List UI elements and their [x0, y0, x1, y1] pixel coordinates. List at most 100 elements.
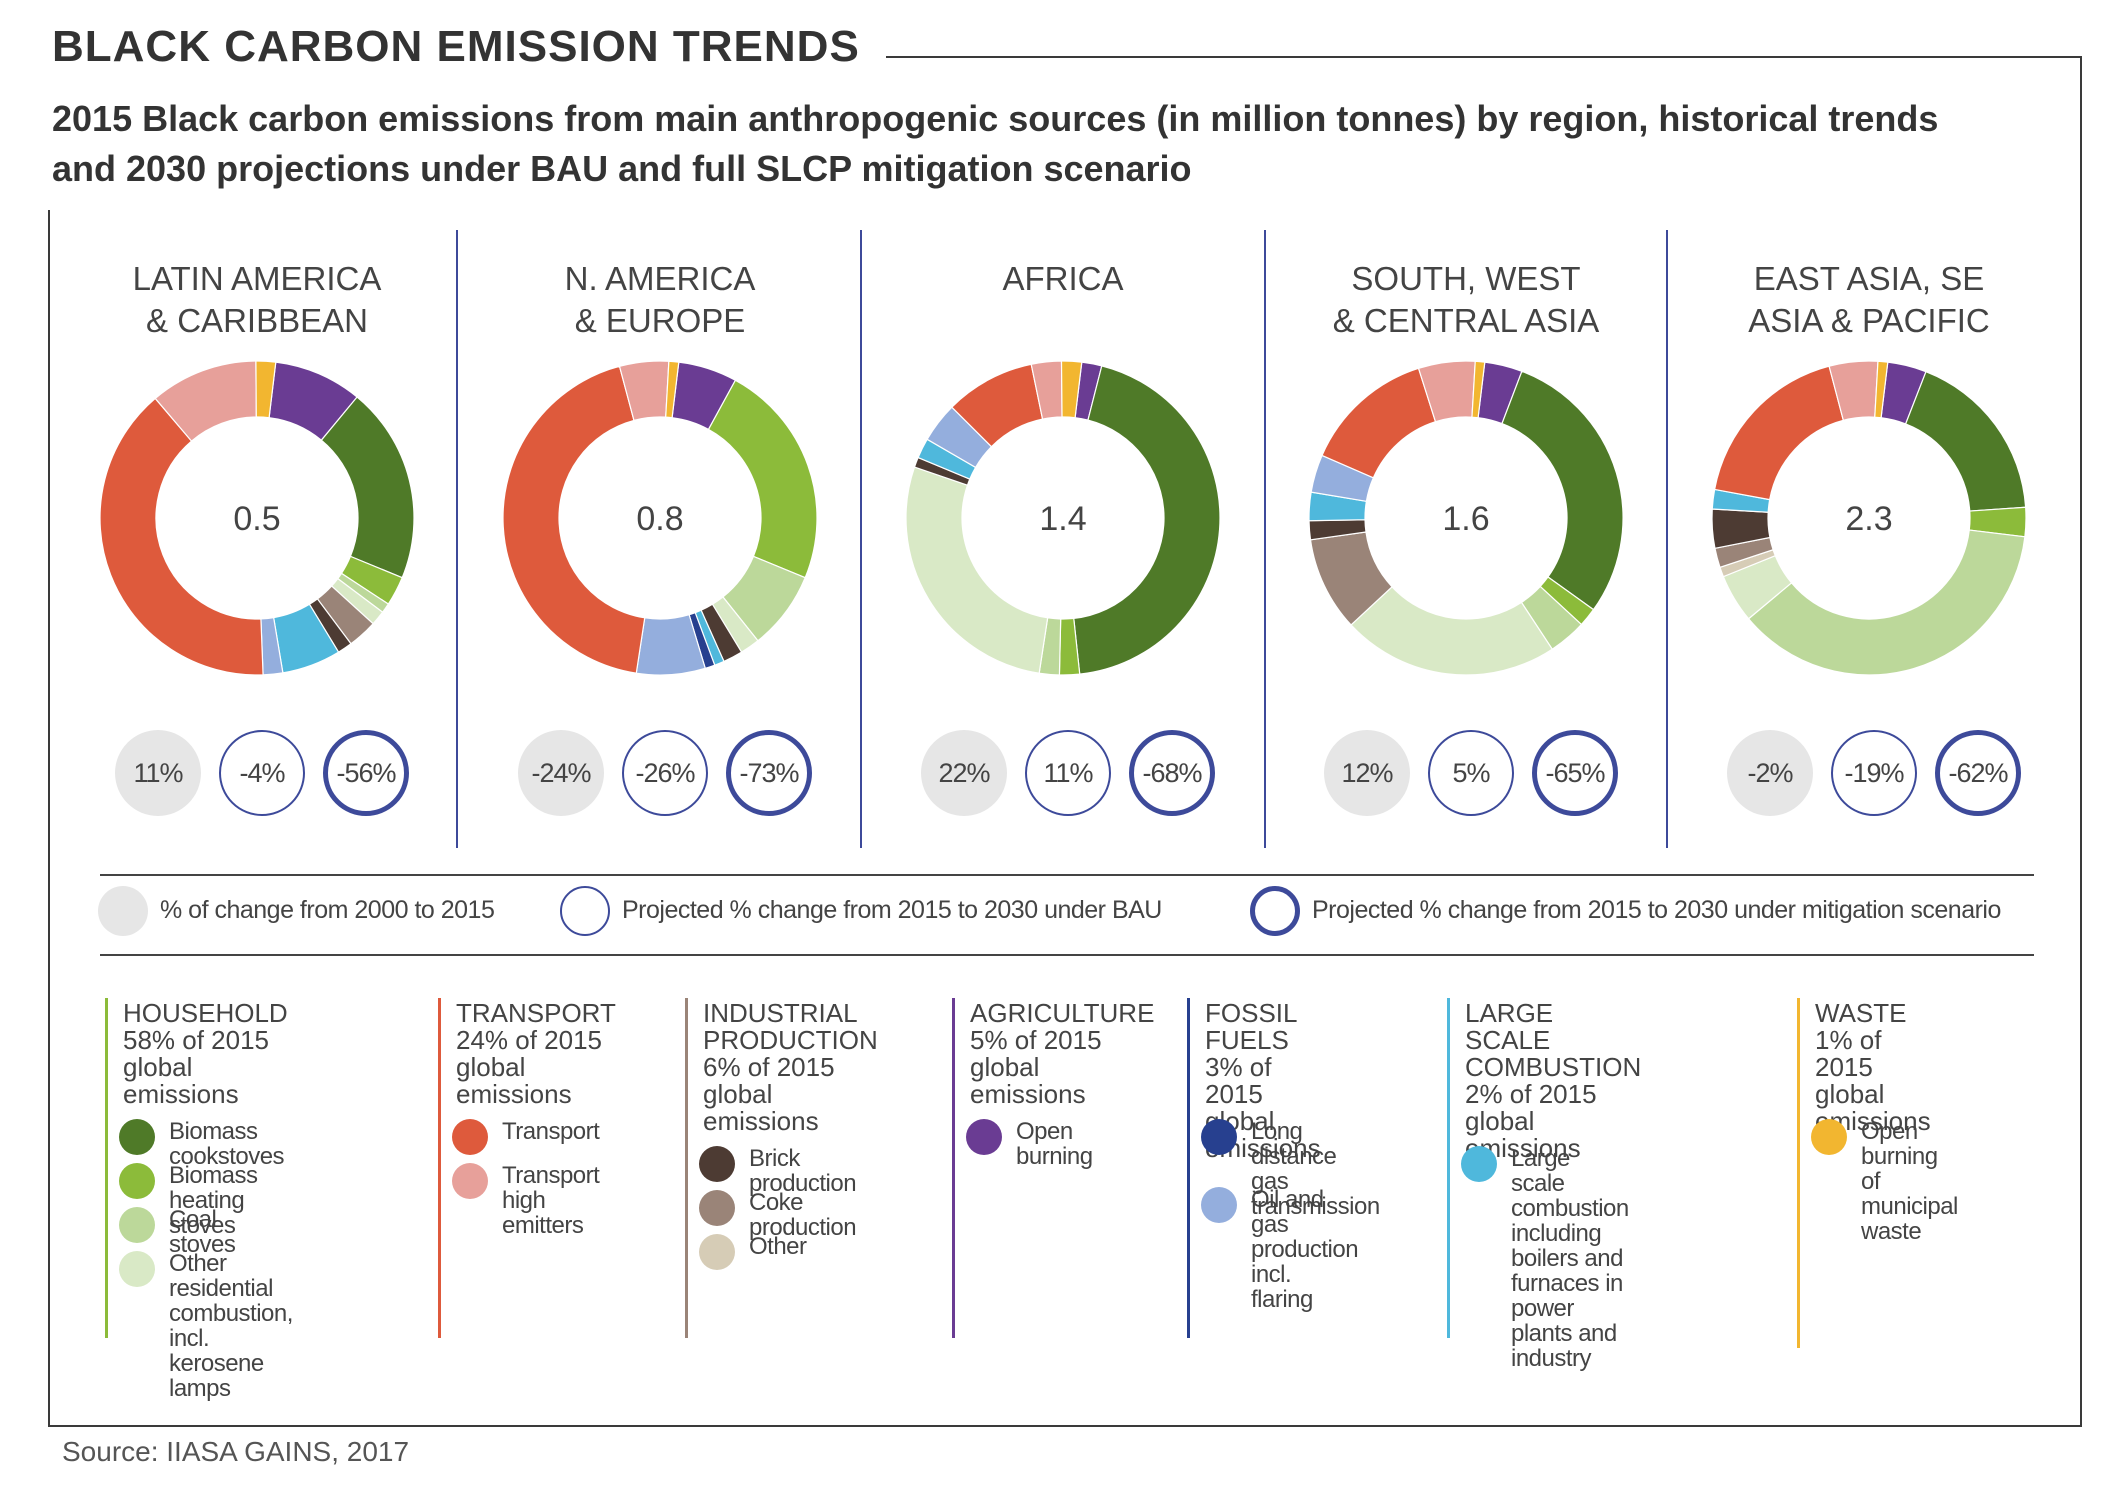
donut-chart: 0.8 — [502, 360, 818, 676]
region-name: LATIN AMERICA & CARIBBEAN — [132, 260, 382, 339]
change-2000-2015-badge: 12% — [1324, 730, 1410, 816]
donut-segment-waste — [665, 360, 680, 419]
donut-segment-waste — [1471, 360, 1486, 419]
legend-item-label: Biomass heating stoves — [169, 1162, 258, 1239]
title-rule — [886, 56, 2082, 58]
legend-item-label: Brick production — [749, 1145, 857, 1197]
legend-category-heading: INDUSTRIAL PRODUCTION 6% of 2015 global … — [703, 998, 878, 1136]
legend-category-bar — [685, 998, 688, 1338]
region-africa: AFRICA 1.4 22% 11% -68% — [861, 230, 1265, 850]
donut-segment-biomass-cookstoves — [320, 396, 415, 579]
legend-swatch — [119, 1119, 155, 1155]
legend-category-heading: FOSSIL FUELS 3% of 2015 global emissions — [1205, 998, 1321, 1163]
legend-item-label: Long distance gas transmission — [1251, 1118, 1380, 1220]
region-n-america-europe: N. AMERICA & EUROPE 0.8 -24% -26% -73% — [458, 230, 862, 850]
source-note: Source: IIASA GAINS, 2017 — [62, 1436, 410, 1467]
mitigation-2030-badge: -56% — [323, 730, 409, 816]
legend-category-heading: TRANSPORT 24% of 2015 global emissions — [456, 998, 616, 1109]
mitigation-2030-badge: -65% — [1532, 730, 1618, 816]
donut-chart: 1.6 — [1308, 360, 1624, 676]
donut-segment-transport — [99, 397, 264, 676]
change-2000-2015-badge: 22% — [921, 730, 1007, 816]
donut-segment-waste — [1060, 360, 1083, 419]
region-separator — [1264, 230, 1266, 848]
legend-item-label: Transport — [502, 1118, 600, 1145]
legend-swatch — [452, 1119, 488, 1155]
bau-2030-badge: -19% — [1831, 730, 1917, 816]
bau-2030-badge: 5% — [1428, 730, 1514, 816]
donut-segment-transport — [1713, 365, 1845, 501]
region-separator — [860, 230, 862, 848]
donut-segment-transport — [1321, 367, 1437, 479]
bau-2030-badge: 11% — [1025, 730, 1111, 816]
donut-segment-transport — [502, 365, 646, 674]
region-name: AFRICA — [1002, 260, 1124, 297]
bau-2030-badge: -4% — [219, 730, 305, 816]
donut-total-label: 1.4 — [1039, 500, 1086, 538]
donut-chart: 1.4 — [905, 360, 1221, 676]
change-key-label: Projected % change from 2015 to 2030 und… — [622, 896, 1162, 924]
legend-item-label: Open burning of municipal waste — [1861, 1118, 1958, 1245]
legend-item-label: Other — [749, 1233, 807, 1260]
legend-item-label: Coke production — [749, 1189, 857, 1241]
legend-category-heading: LARGE SCALE COMBUSTION 2% of 2015 global… — [1465, 998, 1642, 1163]
donut-segment-waste — [255, 360, 277, 419]
legend-swatch — [1811, 1119, 1847, 1155]
donut-segment-other-residential — [905, 466, 1049, 674]
donut-total-label: 1.6 — [1442, 500, 1489, 538]
legend-category-bar — [1187, 998, 1190, 1338]
bau-2030-badge: -26% — [622, 730, 708, 816]
legend-item-label: Coal stoves — [169, 1206, 236, 1258]
frame-right-border — [2080, 56, 2082, 1426]
change-key-label: % of change from 2000 to 2015 — [160, 896, 495, 924]
region-name: EAST ASIA, SE ASIA & PACIFIC — [1748, 260, 1990, 339]
legend-category-bar — [952, 998, 955, 1338]
region-name: SOUTH, WEST & CENTRAL ASIA — [1332, 260, 1600, 339]
legend-top-rule — [100, 874, 2034, 876]
change-key-swatch — [560, 886, 610, 936]
legend-item-label: Other residential combustion, incl. kero… — [169, 1250, 293, 1402]
legend-category-heading: HOUSEHOLD 58% of 2015 global emissions — [123, 998, 288, 1109]
legend-item-label: Transport high emitters — [502, 1162, 600, 1239]
change-2000-2015-badge: -2% — [1727, 730, 1813, 816]
change-2000-2015-badge: -24% — [518, 730, 604, 816]
donut-segment-biomass-heating-stoves — [707, 379, 818, 579]
donut-total-label: 0.5 — [233, 500, 280, 538]
legend-category-bar — [1447, 998, 1450, 1338]
legend-swatch — [966, 1119, 1002, 1155]
legend-swatch — [699, 1234, 735, 1270]
change-2000-2015-badge: 11% — [115, 730, 201, 816]
donut-total-label: 2.3 — [1845, 500, 1892, 538]
chart-subtitle: 2015 Black carbon emissions from main an… — [52, 98, 1939, 189]
legend-category-heading: WASTE 1% of 2015 global emissions — [1815, 998, 1931, 1136]
legend-swatch — [119, 1163, 155, 1199]
region-latin-america-caribbean: LATIN AMERICA & CARIBBEAN 0.5 11% -4% -56% — [55, 230, 459, 850]
donut-chart: 2.3 — [1711, 360, 2027, 676]
region-south-west-central-asia: SOUTH, WEST & CENTRAL ASIA 1.6 12% 5% -65% — [1264, 230, 1668, 850]
donut-segment-biomass-cookstoves — [1904, 370, 2027, 512]
change-key-label: Projected % change from 2015 to 2030 und… — [1312, 896, 2001, 924]
legend-swatch — [1201, 1119, 1237, 1155]
region-east-asia-se-asia-pacific: EAST ASIA, SE ASIA & PACIFIC 2.3 -2% -19% -6… — [1667, 230, 2071, 850]
legend-category-bar — [105, 998, 108, 1338]
legend-category-bar — [1797, 998, 1800, 1348]
donut-segment-biomass-cookstoves — [1501, 370, 1624, 611]
donut-segment-other-residential — [1350, 585, 1554, 676]
donut-segment-biomass-cookstoves — [1073, 365, 1221, 675]
mitigation-2030-badge: -62% — [1935, 730, 2021, 816]
frame-left-border — [48, 210, 50, 1426]
region-separator — [456, 230, 458, 848]
donut-segment-waste — [1874, 360, 1889, 419]
donut-total-label: 0.8 — [636, 500, 683, 538]
region-separator — [1666, 230, 1668, 848]
legend-swatch — [699, 1190, 735, 1226]
legend-swatch — [452, 1163, 488, 1199]
legend-item-label: Biomass cookstoves — [169, 1118, 285, 1170]
frame-bottom-border — [48, 1425, 2082, 1427]
chart-title: BLACK CARBON EMISSION TRENDS — [52, 22, 860, 71]
legend-swatch — [119, 1251, 155, 1287]
change-key-swatch — [98, 886, 148, 936]
legend-item-label: Large scale combustion including boilers… — [1511, 1145, 1629, 1372]
legend-category-heading: AGRICULTURE 5% of 2015 global emissions — [970, 998, 1155, 1109]
mitigation-2030-badge: -68% — [1129, 730, 1215, 816]
